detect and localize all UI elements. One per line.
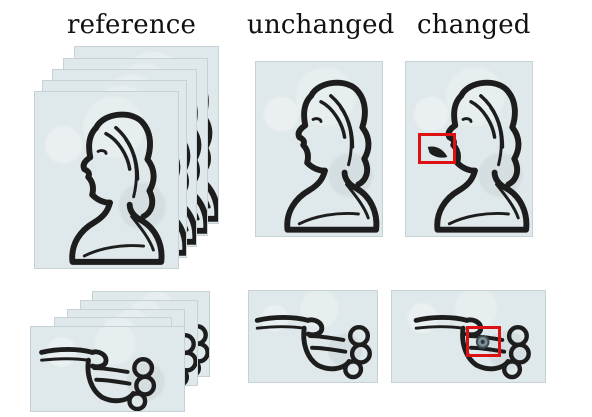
label-reference: reference (67, 10, 197, 40)
hand-illustration (392, 291, 545, 382)
changed-portrait-panel (405, 61, 533, 237)
label-unchanged: unchanged (247, 10, 395, 40)
label-changed: changed (417, 10, 531, 40)
change-highlight-box (418, 133, 456, 164)
reference-card (30, 326, 185, 412)
hand-illustration (31, 327, 184, 411)
unchanged-portrait-panel (255, 61, 383, 237)
portrait-illustration (427, 62, 532, 236)
hand-illustration (249, 291, 377, 382)
portrait-illustration (35, 92, 178, 268)
portrait-illustration (256, 62, 382, 236)
inserted-spot-center (480, 339, 485, 344)
unchanged-hand-panel (248, 290, 378, 383)
reference-card (34, 91, 179, 269)
change-highlight-box (466, 326, 501, 357)
inserted-mark (427, 146, 448, 158)
